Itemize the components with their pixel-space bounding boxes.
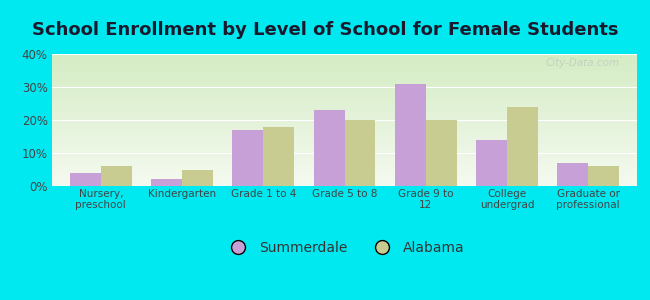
- Bar: [507, 107, 538, 186]
- Text: City-Data.com: City-Data.com: [545, 58, 619, 68]
- Bar: [558, 163, 588, 186]
- Bar: [588, 166, 619, 186]
- Bar: [182, 169, 213, 186]
- Bar: [101, 166, 131, 186]
- Bar: [313, 110, 345, 186]
- Bar: [395, 84, 426, 186]
- Bar: [476, 140, 507, 186]
- Legend: Summerdale, Alabama: Summerdale, Alabama: [219, 236, 470, 261]
- Bar: [233, 130, 263, 186]
- Bar: [70, 173, 101, 186]
- Bar: [263, 127, 294, 186]
- Bar: [151, 179, 182, 186]
- Bar: [344, 120, 376, 186]
- Text: School Enrollment by Level of School for Female Students: School Enrollment by Level of School for…: [32, 21, 618, 39]
- Bar: [426, 120, 456, 186]
